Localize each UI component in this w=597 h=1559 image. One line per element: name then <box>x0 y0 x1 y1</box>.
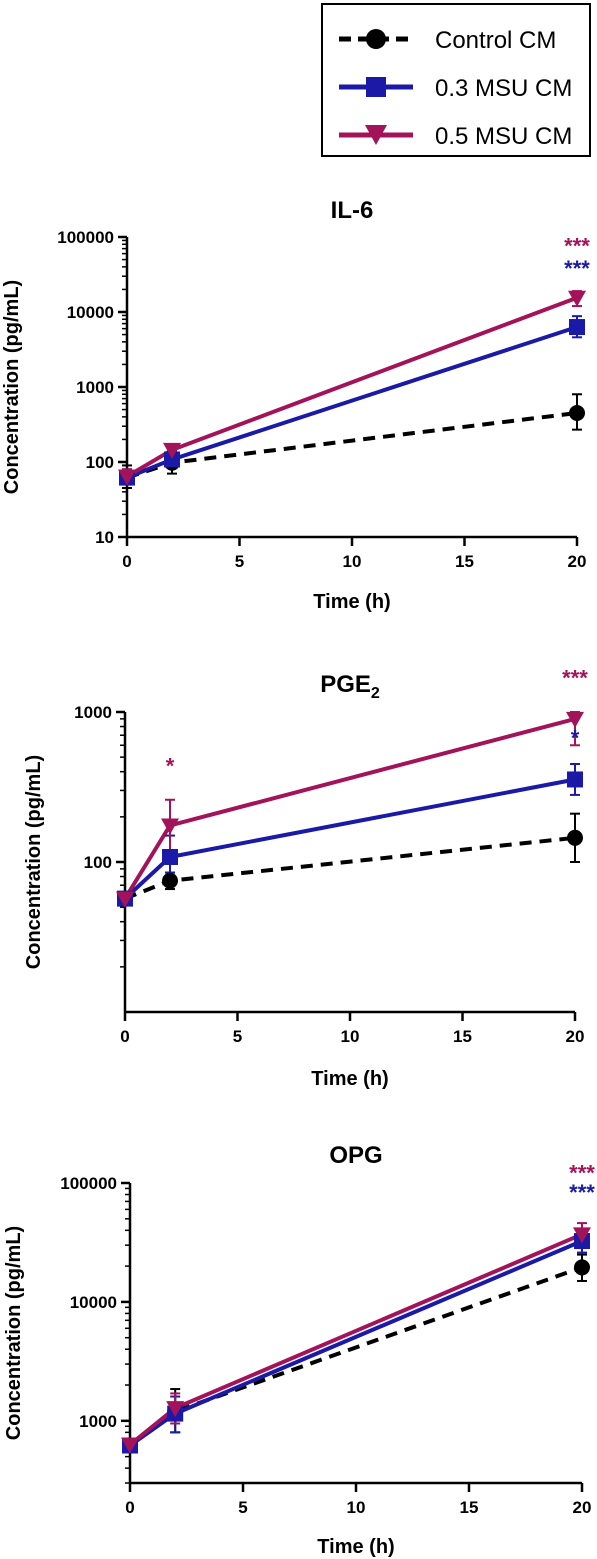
significance-marker: * <box>571 725 580 750</box>
x-tick-label: 20 <box>566 1027 585 1046</box>
legend-line-control <box>339 29 413 49</box>
x-tick-label: 10 <box>343 552 362 571</box>
x-tick-label: 15 <box>453 1027 472 1046</box>
chart-title: PGE2 <box>320 671 380 702</box>
y-tick-label: 100000 <box>57 228 114 247</box>
series-line-0 <box>126 411 578 480</box>
series-line-2 <box>123 716 576 900</box>
significance-marker: *** <box>562 666 588 691</box>
data-point-square <box>162 848 178 865</box>
series-line-1 <box>128 1239 583 1448</box>
legend-label: 0.5 MSU CM <box>435 123 573 150</box>
y-axis-label: Concentration (pg/mL) <box>23 755 45 969</box>
legend-entry-03msu: 0.3 MSU CM <box>323 67 589 107</box>
chart-title-text: IL-6 <box>331 197 374 224</box>
significance-marker: *** <box>569 1180 595 1205</box>
data-point-triangle <box>573 1227 591 1244</box>
legend-label: Control CM <box>435 27 557 54</box>
chart-title: OPG <box>329 1142 382 1169</box>
y-tick-label: 10000 <box>70 1293 117 1312</box>
y-tick-label: 100 <box>84 853 112 872</box>
legend-entry-05msu: 0.5 MSU CM <box>323 115 589 155</box>
data-point-square <box>164 451 180 468</box>
series-line-2 <box>128 1232 583 1447</box>
series-line-1 <box>123 777 576 901</box>
series-line-0 <box>124 835 576 901</box>
x-tick-label: 15 <box>455 552 474 571</box>
significance-marker: *** <box>569 1160 595 1185</box>
x-tick-label: 10 <box>347 1498 366 1517</box>
data-point-triangle <box>163 442 181 459</box>
x-tick-label: 15 <box>460 1498 479 1517</box>
x-tick-label: 10 <box>341 1027 360 1046</box>
x-tick-label: 5 <box>235 552 244 571</box>
y-tick-label: 100 <box>86 453 114 472</box>
legend-line-05msu <box>339 125 413 145</box>
chart-title-text: PGE <box>320 671 371 698</box>
y-tick-label: 1000 <box>79 1412 117 1431</box>
x-tick-label: 20 <box>573 1498 592 1517</box>
data-point-circle <box>162 872 178 889</box>
data-point-circle <box>569 405 585 422</box>
x-tick-label: 0 <box>120 1027 129 1046</box>
series-line-0 <box>128 1265 583 1448</box>
chart-title-subscript: 2 <box>371 685 380 702</box>
y-tick-label: 10000 <box>67 303 114 322</box>
data-point-square <box>567 771 583 788</box>
y-tick-label: 1000 <box>76 378 114 397</box>
x-tick-label: 0 <box>122 552 131 571</box>
chart-title: IL-6 <box>331 197 374 224</box>
y-tick-label: 1000 <box>74 703 112 722</box>
y-tick-label: 10 <box>95 528 114 547</box>
chart-panel-0: IL-6 10 100 1000 10000 100000 0 5 10 15 20 Time (h)… <box>1 197 590 613</box>
data-point-triangle <box>121 1437 139 1454</box>
y-axis-label: Concentration (pg/mL) <box>3 1226 25 1440</box>
data-point-triangle <box>118 469 136 486</box>
data-point-triangle <box>568 290 586 307</box>
significance-marker: * <box>166 753 175 778</box>
y-tick-label: 100000 <box>60 1174 117 1193</box>
x-tick-label: 20 <box>568 552 587 571</box>
significance-marker: *** <box>564 234 590 259</box>
data-point-triangle <box>166 1401 185 1418</box>
series-line-2 <box>125 295 578 479</box>
chart-panel-2: OPG 1000 10000 100000 0 5 10 15 20 Time (h) Concen… <box>3 1142 595 1558</box>
chart-title-text: OPG <box>329 1142 382 1169</box>
significance-marker: *** <box>564 256 590 281</box>
data-point-circle <box>567 829 583 846</box>
data-point-triangle <box>566 711 584 728</box>
x-tick-label: 5 <box>238 1498 247 1517</box>
data-point-square <box>569 319 585 336</box>
series-line-1 <box>126 325 578 480</box>
x-tick-label: 5 <box>233 1027 242 1046</box>
x-axis-label: Time (h) <box>317 1536 394 1558</box>
legend-box: Control CM 0.3 MSU CM 0.5 MSU CM <box>321 3 591 157</box>
x-axis-label: Time (h) <box>311 1068 388 1090</box>
y-axis-label: Concentration (pg/mL) <box>1 280 23 494</box>
data-point-triangle <box>161 818 179 835</box>
x-axis-label: Time (h) <box>313 591 390 613</box>
data-point-triangle <box>116 891 134 908</box>
chart-panel-1: PGE2 100 1000 0 5 10 15 20 Time (h) Concentration… <box>23 666 588 1090</box>
legend-entry-control: Control CM <box>323 19 589 59</box>
legend-label: 0.3 MSU CM <box>435 75 573 102</box>
x-tick-label: 0 <box>125 1498 134 1517</box>
data-point-circle <box>574 1259 590 1276</box>
legend-line-03msu <box>339 77 413 97</box>
